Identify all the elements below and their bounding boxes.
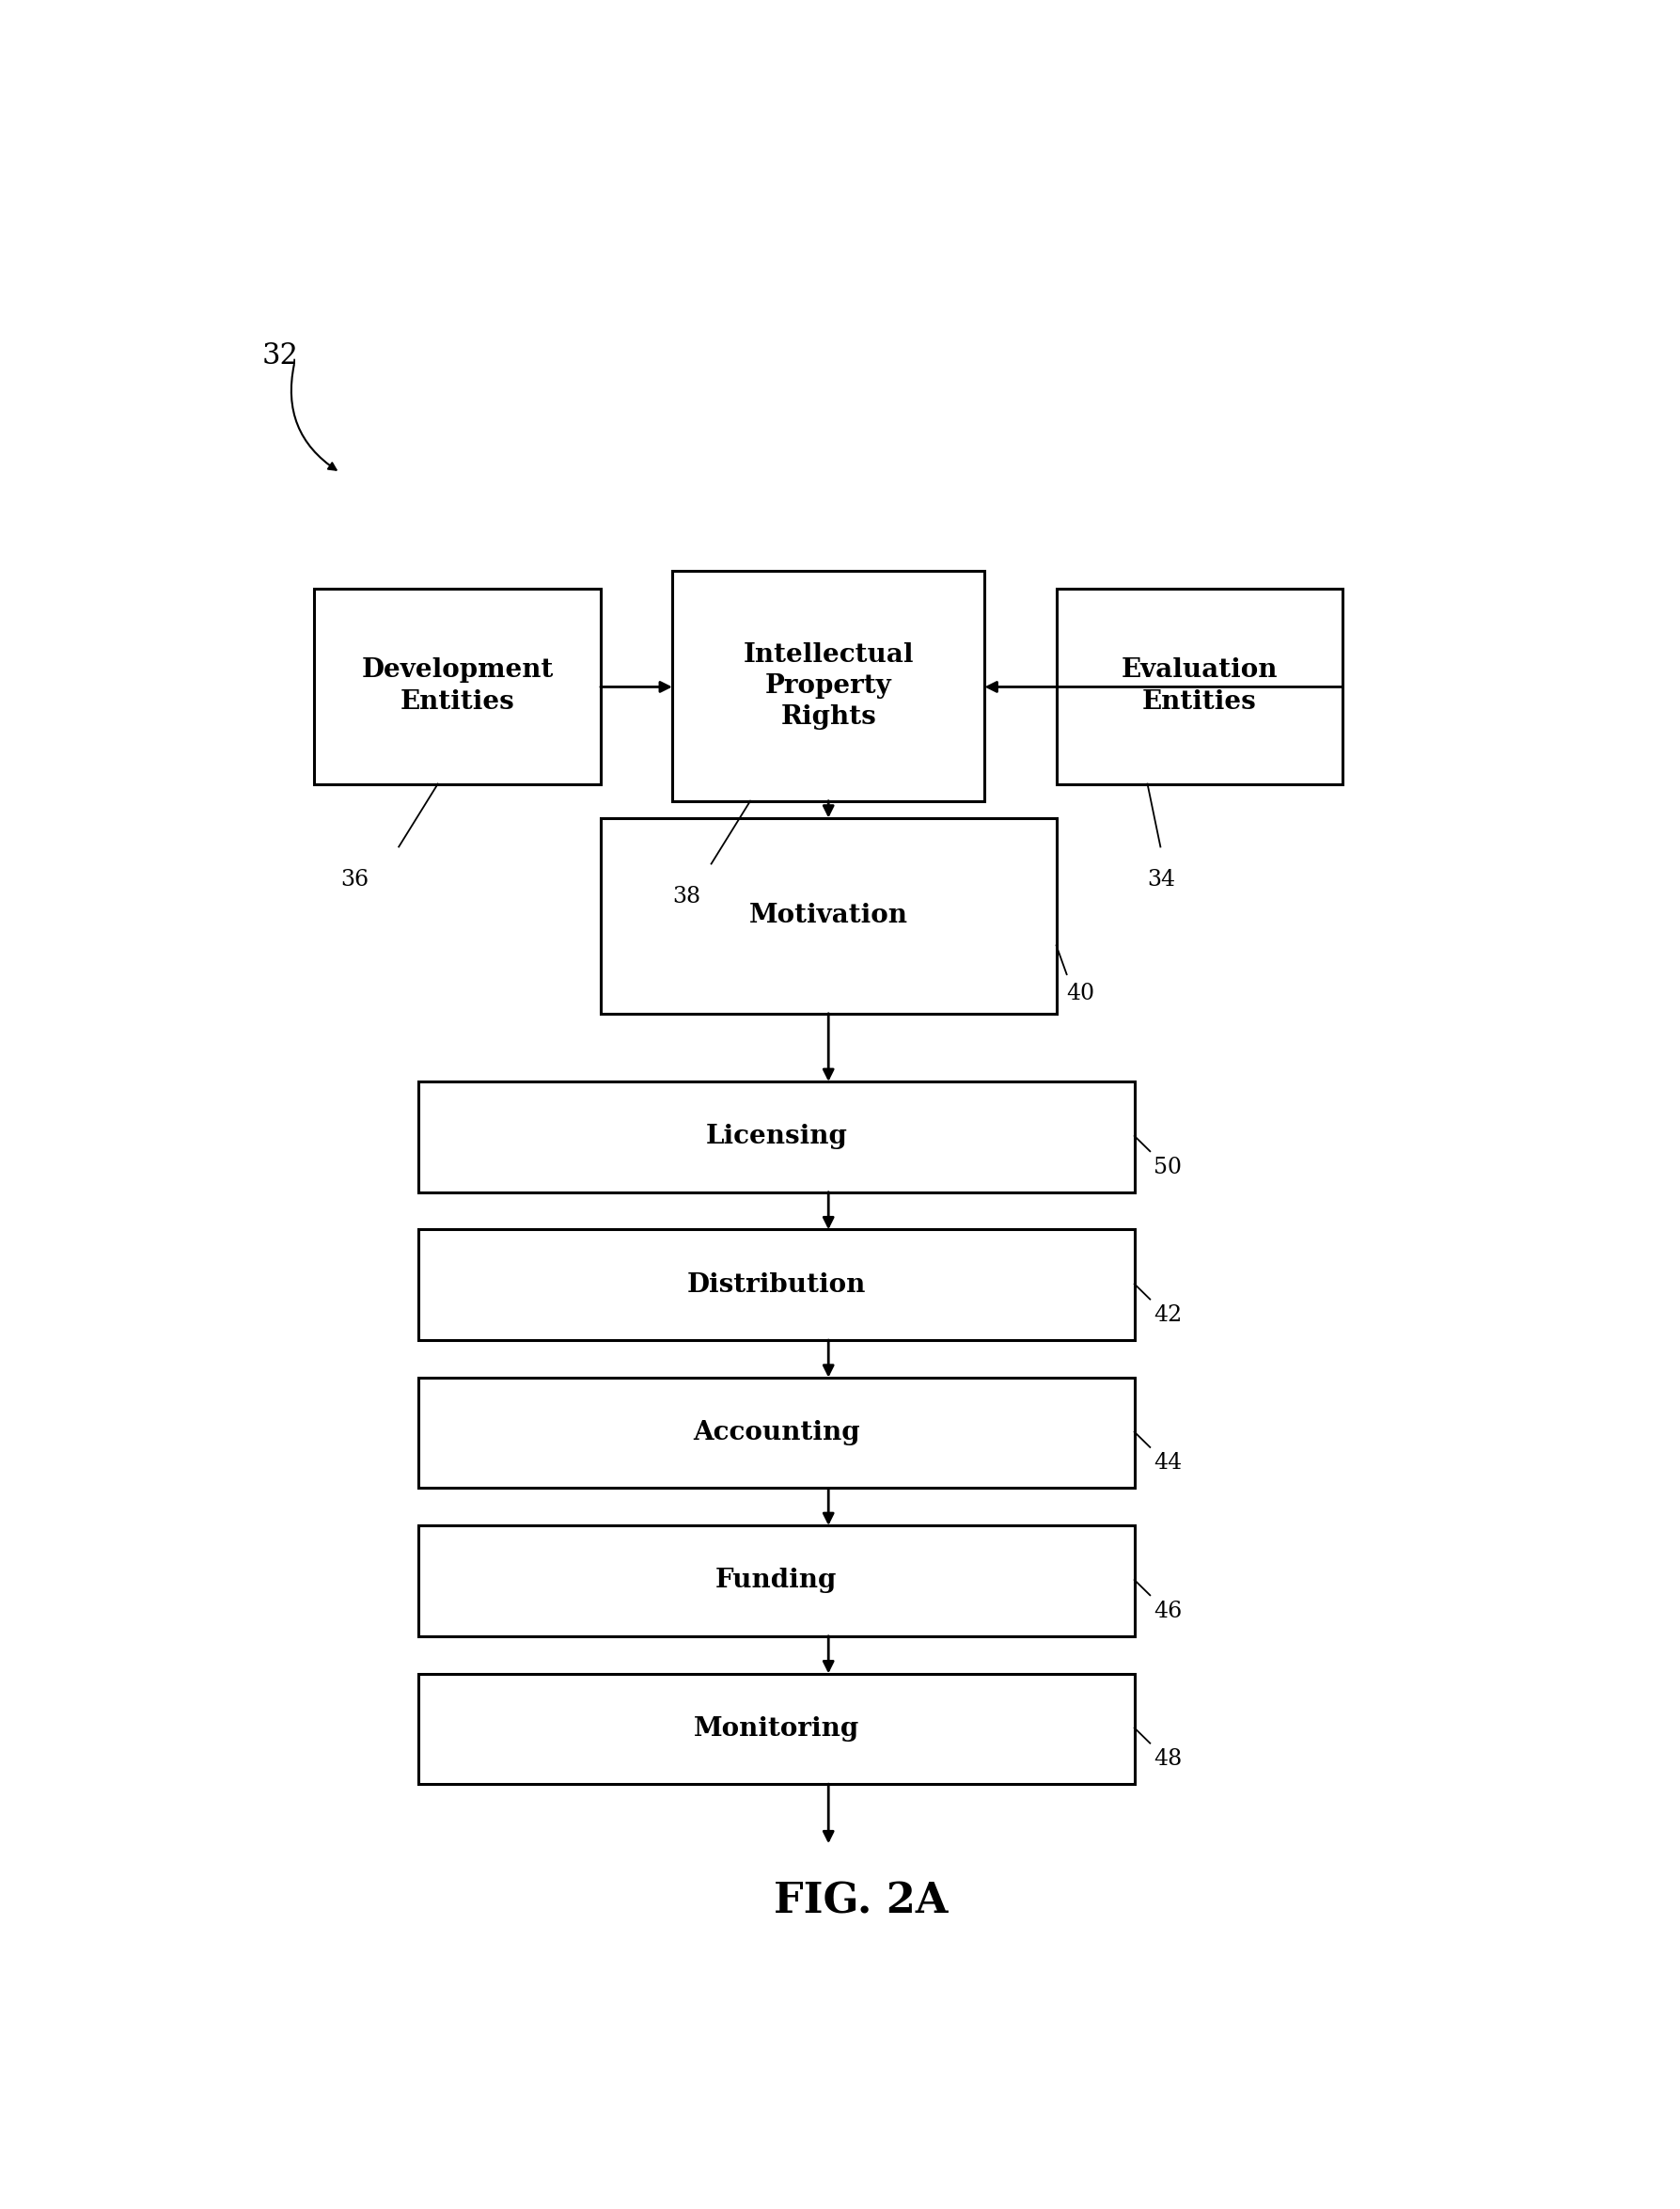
Text: Motivation: Motivation xyxy=(749,903,907,928)
Bar xyxy=(418,1526,1134,1637)
Bar xyxy=(418,1230,1134,1341)
Bar xyxy=(314,588,601,784)
Text: Evaluation
Entities: Evaluation Entities xyxy=(1121,658,1278,714)
Bar xyxy=(601,817,1057,1014)
Text: FIG. 2A: FIG. 2A xyxy=(774,1882,948,1922)
Text: Intellectual
Property
Rights: Intellectual Property Rights xyxy=(743,643,914,729)
Text: 46: 46 xyxy=(1154,1599,1183,1621)
Text: Distribution: Distribution xyxy=(687,1272,865,1297)
Bar xyxy=(418,1378,1134,1489)
Text: 48: 48 xyxy=(1154,1747,1183,1769)
Text: 32: 32 xyxy=(262,342,299,371)
Text: Accounting: Accounting xyxy=(692,1420,860,1445)
Text: 36: 36 xyxy=(339,868,368,890)
Text: Development
Entities: Development Entities xyxy=(361,658,553,714)
Text: 34: 34 xyxy=(1147,868,1176,890)
FancyArrowPatch shape xyxy=(291,364,336,471)
Text: 44: 44 xyxy=(1154,1451,1183,1473)
Text: 40: 40 xyxy=(1067,983,1095,1005)
Text: Funding: Funding xyxy=(716,1568,837,1593)
Text: Monitoring: Monitoring xyxy=(694,1716,858,1741)
Text: Licensing: Licensing xyxy=(706,1124,847,1149)
Bar xyxy=(1057,588,1342,784)
Bar xyxy=(672,572,984,802)
Text: 50: 50 xyxy=(1154,1155,1183,1177)
Text: 38: 38 xyxy=(672,886,701,908)
Text: 42: 42 xyxy=(1154,1303,1183,1325)
Bar xyxy=(418,1674,1134,1785)
Bar xyxy=(418,1082,1134,1193)
